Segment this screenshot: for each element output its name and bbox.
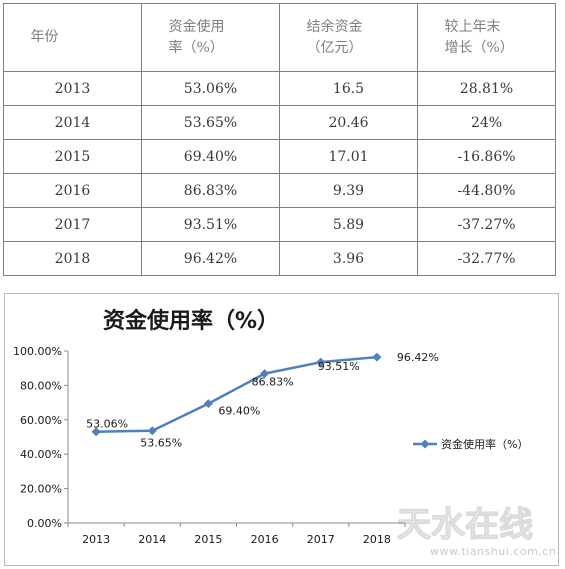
series-line <box>96 355 378 433</box>
cell-balance: 3.96 <box>279 241 418 276</box>
x-tick-label: 2015 <box>194 533 222 546</box>
cell-balance: 17.01 <box>279 139 418 174</box>
data-table: 年份 资金使用 率（%） 结余资金 （亿元） 较上年末 增长（%） <box>3 3 556 276</box>
cell-balance: 5.89 <box>279 207 418 242</box>
data-point-marker <box>260 369 270 379</box>
line-chart: 资金使用率（%） 0.00% 20.00% 40.00% 60.00% 80.00% 10… <box>4 293 559 566</box>
data-label: 96.42% <box>397 351 439 364</box>
table-row: 2017 93.51% 5.89 -37.27% <box>3 207 556 242</box>
watermark-url: www.tianshui.com.cn <box>430 545 557 558</box>
y-tick-label: 20.00% <box>20 483 62 496</box>
header-year-label: 年份 <box>30 29 59 45</box>
cell-year: 2014 <box>3 105 142 140</box>
cell-growth: 28.81% <box>417 71 556 106</box>
header-rate-line2: 率（%） <box>168 39 224 56</box>
header-growth-line2: 增长（%） <box>444 39 514 56</box>
x-tick-label: 2016 <box>251 533 279 546</box>
header-rate-line1: 资金使用 <box>168 18 225 35</box>
cell-growth: -16.86% <box>417 139 556 174</box>
cell-growth: -44.80% <box>417 173 556 208</box>
table-row: 2018 96.42% 3.96 -32.77% <box>3 241 556 276</box>
cell-rate: 93.51% <box>141 207 280 242</box>
data-point-marker <box>372 352 382 362</box>
data-label: 53.65% <box>140 437 182 450</box>
header-rate: 资金使用 率（%） <box>141 3 280 72</box>
data-point-marker <box>91 427 101 437</box>
watermark-logo-text: 天水在线 <box>397 505 533 545</box>
header-year: 年份 <box>3 3 142 72</box>
cell-year: 2018 <box>3 241 142 276</box>
x-tick-label: 2013 <box>82 533 110 546</box>
cell-rate: 69.40% <box>141 139 280 174</box>
x-axis: 2013 2014 2015 2016 2017 2018 <box>67 522 406 546</box>
data-point-marker <box>203 399 213 409</box>
cell-balance: 16.5 <box>279 71 418 106</box>
y-tick-label: 80.00% <box>20 379 62 392</box>
series-line-group: 53.06% 53.65% 69.40% 86.83% 93.51% 96.42% <box>86 351 439 450</box>
cell-year: 2013 <box>3 71 142 106</box>
table-row: 2013 53.06% 16.5 28.81% <box>3 71 556 106</box>
data-label: 86.83% <box>252 376 294 389</box>
header-balance: 结余资金 （亿元） <box>279 3 418 72</box>
table-row: 2014 53.65% 20.46 24% <box>3 105 556 140</box>
watermark-logo: 天水在线 <box>396 504 533 545</box>
data-point-marker <box>316 357 326 367</box>
chart-title: 资金使用率（%） <box>103 308 279 334</box>
y-tick-label: 40.00% <box>20 448 62 461</box>
cell-balance: 9.39 <box>279 173 418 208</box>
header-balance-line2: （亿元） <box>306 39 363 56</box>
y-tick-label: 60.00% <box>20 414 62 427</box>
x-tick-label: 2017 <box>307 533 335 546</box>
chart-canvas: 资金使用率（%） 0.00% 20.00% 40.00% 60.00% 80.00% 10… <box>13 308 528 546</box>
x-tick-label: 2014 <box>138 533 166 546</box>
cell-rate: 53.06% <box>141 71 280 106</box>
table-header-row: 年份 资金使用 率（%） 结余资金 （亿元） 较上年末 增长（%） <box>3 3 556 72</box>
cell-year: 2016 <box>3 173 142 208</box>
cell-rate: 53.65% <box>141 105 280 140</box>
header-growth: 较上年末 增长（%） <box>417 3 556 72</box>
y-tick-label: 0.00% <box>27 517 62 530</box>
legend: 资金使用率（%） <box>413 437 528 451</box>
table-row: 2016 86.83% 9.39 -44.80% <box>3 173 556 208</box>
cell-growth: 24% <box>417 105 556 140</box>
header-balance-line1: 结余资金 <box>306 18 363 35</box>
cell-rate: 86.83% <box>141 173 280 208</box>
y-axis: 0.00% 20.00% 40.00% 60.00% 80.00% 100.00% <box>13 345 69 530</box>
table-row: 2015 69.40% 17.01 -16.86% <box>3 139 556 174</box>
x-tick-label: 2018 <box>363 533 391 546</box>
cell-year: 2015 <box>3 139 142 174</box>
data-label: 53.06% <box>86 418 128 431</box>
cell-year: 2017 <box>3 207 142 242</box>
legend-marker <box>420 439 430 449</box>
cell-rate: 96.42% <box>141 241 280 276</box>
cell-growth: -32.77% <box>417 241 556 276</box>
data-label: 93.51% <box>318 360 360 373</box>
data-label: 69.40% <box>218 405 260 418</box>
data-point-marker <box>147 426 157 436</box>
y-tick-label: 100.00% <box>13 345 62 358</box>
header-growth-line1: 较上年末 <box>444 18 501 35</box>
cell-balance: 20.46 <box>279 105 418 140</box>
cell-growth: -37.27% <box>417 207 556 242</box>
legend-label: 资金使用率（%） <box>441 437 528 451</box>
